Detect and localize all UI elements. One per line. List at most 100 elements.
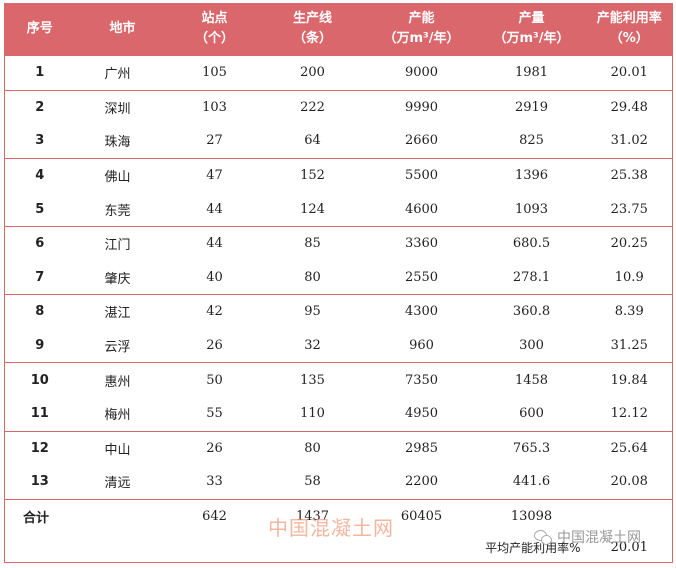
table-cell: 300 xyxy=(519,338,544,354)
header-capacity: 产能 （万m³/年） xyxy=(383,11,460,46)
table-cell: 26 xyxy=(170,430,259,466)
table-cell: 110 xyxy=(300,406,325,422)
table-cell: 广州 xyxy=(74,55,171,91)
table-cell: 135 xyxy=(258,362,367,397)
table-cell: 26 xyxy=(206,338,223,354)
table-cell: 8.39 xyxy=(586,294,673,329)
table-cell: 33 xyxy=(206,474,223,490)
table-cell: 80 xyxy=(304,269,321,285)
table-cell: 惠州 xyxy=(74,362,171,397)
header-lines: 生产线 （条） xyxy=(292,11,332,46)
table-body: 1 广州 105 200 9000 1981 20.01 2 深圳 103 222 9990 2919… xyxy=(4,55,673,563)
table-cell: 42 xyxy=(170,294,259,329)
table-row: 1 广州 105 200 9000 1981 20.01 xyxy=(4,55,673,91)
header-rate: 产能利用率 （%） xyxy=(596,11,662,46)
header-output: 产量 （万m³/年） xyxy=(493,11,570,46)
table-cell: 85 xyxy=(258,225,367,261)
table-cell: 825 xyxy=(519,133,544,149)
table-cell: 25.64 xyxy=(586,430,673,466)
table-cell: 2660 xyxy=(404,133,439,149)
table-cell: 7350 xyxy=(366,362,477,397)
table-cell: 肇庆 xyxy=(104,271,131,287)
table-cell: 东莞 xyxy=(104,203,131,219)
table-cell: 10.9 xyxy=(614,269,644,285)
table-cell: 80 xyxy=(258,430,367,466)
table-cell: 10 xyxy=(4,362,75,397)
table-cell: 12 xyxy=(4,430,75,466)
data-table: 序号 地市 站点 （个） 生产线 （条） 产能 （万m³/年） 产量 （万m³/年） 产… xyxy=(4,3,673,563)
average-row: 平均产能利用率% 20.01 xyxy=(4,533,673,563)
table-cell: 2919 xyxy=(476,89,587,125)
table-row: 11 梅州 55 110 4950 600 12.12 xyxy=(5,397,673,431)
table-cell: 11 xyxy=(30,406,49,422)
table-cell: 6 xyxy=(4,225,75,261)
table-cell: 江门 xyxy=(74,225,171,261)
table-cell: 12.12 xyxy=(610,406,648,422)
table-cell: 960 xyxy=(409,338,434,354)
table-cell: 20.25 xyxy=(586,225,673,261)
table-cell: 9000 xyxy=(366,55,477,91)
header-city: 地市 xyxy=(109,21,136,36)
table-cell: 23.75 xyxy=(610,201,648,217)
table-cell: 7 xyxy=(35,269,45,285)
table-cell: 765.3 xyxy=(476,430,587,466)
table-cell: 2 xyxy=(4,89,75,125)
table-cell: 124 xyxy=(300,201,325,217)
total-sites: 642 xyxy=(170,498,259,534)
table-cell: 2200 xyxy=(404,474,439,490)
table-cell: 5 xyxy=(35,201,45,217)
table-cell: 25.38 xyxy=(586,157,673,193)
table-row: 5 东莞 44 124 4600 1093 23.75 xyxy=(5,192,673,226)
table-cell: 31.25 xyxy=(610,338,648,354)
table-cell: 2985 xyxy=(366,430,477,466)
total-capacity: 60405 xyxy=(366,498,477,534)
table-row: 9 云浮 26 32 960 300 31.25 xyxy=(5,329,673,363)
total-lines: 1437 xyxy=(258,498,367,534)
table-cell: 152 xyxy=(258,157,367,193)
wechat-watermark: 中国混凝土网 xyxy=(534,527,641,547)
table-cell: 13 xyxy=(30,474,49,490)
watermark-text: 中国混凝土网 xyxy=(268,516,394,540)
table-cell: 40 xyxy=(206,269,223,285)
table-row: 13 清远 33 58 2200 441.6 20.08 xyxy=(5,465,673,499)
table-cell: 4 xyxy=(4,157,75,193)
table-cell: 103 xyxy=(170,89,259,125)
table-cell: 8 xyxy=(4,294,75,329)
table-cell: 278.1 xyxy=(512,269,551,285)
table-cell: 3360 xyxy=(366,225,477,261)
table-cell: 20.08 xyxy=(610,474,648,490)
table-cell: 梅州 xyxy=(104,408,131,424)
table-cell: 222 xyxy=(258,89,367,125)
table-cell: 47 xyxy=(170,157,259,193)
total-row: 合计 642 1437 60405 13098 xyxy=(4,498,673,534)
table-cell: 19.84 xyxy=(586,362,673,397)
table-row: 3 珠海 27 64 2660 825 31.02 xyxy=(5,124,673,158)
header-row: 序号 地市 站点 （个） 生产线 （条） 产能 （万m³/年） 产量 （万m³/年） 产… xyxy=(4,3,673,56)
total-rate-empty xyxy=(586,498,673,534)
table-cell: 中山 xyxy=(74,430,171,466)
table-cell: 3 xyxy=(35,133,45,149)
table-cell: 31.02 xyxy=(610,133,648,149)
table-row: 2 深圳 103 222 9990 2919 29.48 xyxy=(4,89,673,125)
table-cell: 50 xyxy=(170,362,259,397)
table-cell: 2550 xyxy=(404,269,439,285)
table-cell: 清远 xyxy=(104,476,131,492)
table-cell: 1396 xyxy=(476,157,587,193)
table-cell: 441.6 xyxy=(512,474,551,490)
table-row: 7 肇庆 40 80 2550 278.1 10.9 xyxy=(5,261,673,295)
table-row: 4 佛山 47 152 5500 1396 25.38 xyxy=(4,157,673,193)
table-cell: 5500 xyxy=(366,157,477,193)
table-row: 6 江门 44 85 3360 680.5 20.25 xyxy=(4,225,673,261)
table-cell: 44 xyxy=(170,225,259,261)
table-row: 10 惠州 50 135 7350 1458 19.84 xyxy=(4,362,673,397)
table-cell: 360.8 xyxy=(476,294,587,329)
table-row: 8 湛江 42 95 4300 360.8 8.39 xyxy=(4,294,673,329)
header-no: 序号 xyxy=(26,21,53,36)
table-cell: 4300 xyxy=(366,294,477,329)
header-sites: 站点 （个） xyxy=(194,11,234,46)
table-cell: 64 xyxy=(304,133,321,149)
table-cell: 深圳 xyxy=(74,89,171,125)
table-cell: 105 xyxy=(170,55,259,91)
table-cell: 680.5 xyxy=(476,225,587,261)
wechat-icon xyxy=(534,529,554,545)
